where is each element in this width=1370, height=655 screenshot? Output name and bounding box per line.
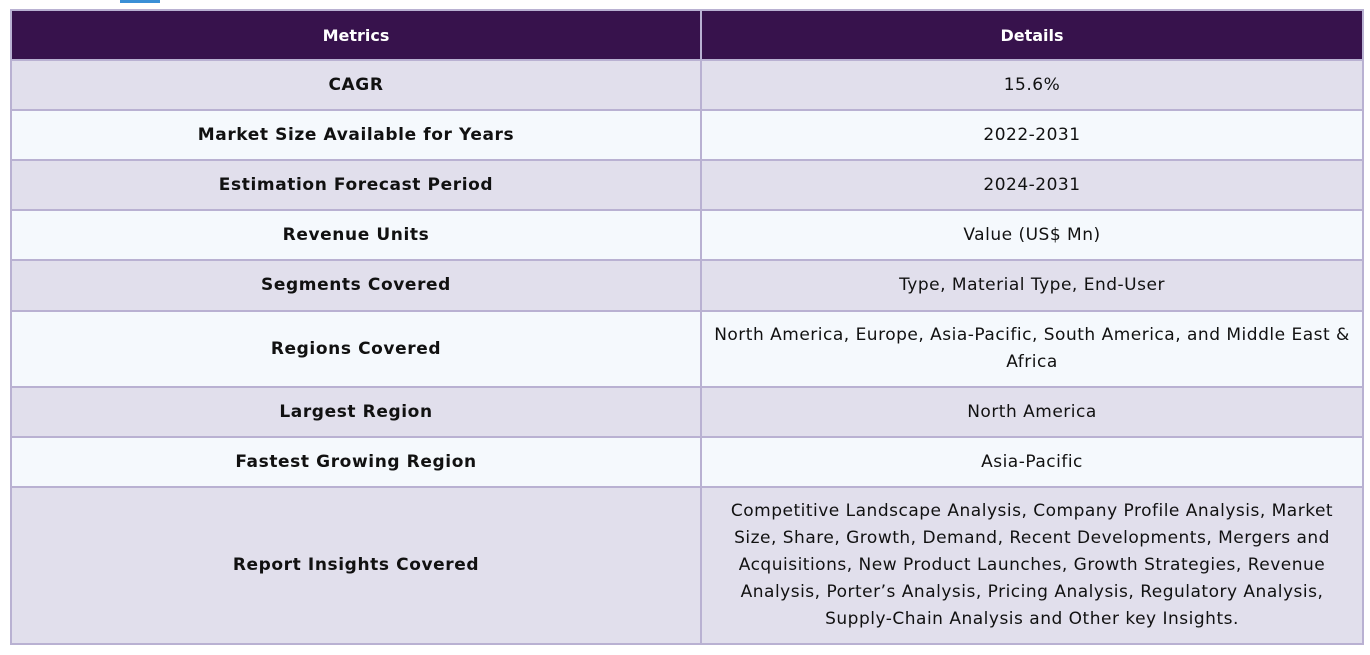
metric-cell: Largest Region <box>10 386 702 438</box>
table-row: Segments Covered Type, Material Type, En… <box>10 259 1364 312</box>
detail-cell: North America <box>700 386 1364 438</box>
metric-cell: Segments Covered <box>10 259 702 312</box>
metric-cell: Regions Covered <box>10 310 702 388</box>
table-header-row: Metrics Details <box>10 9 1364 61</box>
metric-cell: Fastest Growing Region <box>10 436 702 488</box>
table-row: Revenue Units Value (US$ Mn) <box>10 209 1364 261</box>
table-row: Fastest Growing Region Asia-Pacific <box>10 436 1364 488</box>
metric-cell: Revenue Units <box>10 209 702 261</box>
metric-cell: CAGR <box>10 59 702 111</box>
table-row: Report Insights Covered Competitive Land… <box>10 486 1364 645</box>
header-metrics: Metrics <box>10 9 702 61</box>
metric-cell: Market Size Available for Years <box>10 109 702 161</box>
detail-cell: North America, Europe, Asia-Pacific, Sou… <box>700 310 1364 388</box>
detail-cell: 2024-2031 <box>700 159 1364 211</box>
table-row: CAGR 15.6% <box>10 59 1364 111</box>
header-details: Details <box>700 9 1364 61</box>
table-row: Largest Region North America <box>10 386 1364 438</box>
metrics-table: Metrics Details CAGR 15.6% Market Size A… <box>10 9 1364 645</box>
top-accent-line <box>120 0 160 3</box>
detail-cell: Competitive Landscape Analysis, Company … <box>700 486 1364 645</box>
detail-cell: Type, Material Type, End-User <box>700 259 1364 312</box>
detail-cell: 15.6% <box>700 59 1364 111</box>
detail-cell: Asia-Pacific <box>700 436 1364 488</box>
table-row: Estimation Forecast Period 2024-2031 <box>10 159 1364 211</box>
metric-cell: Estimation Forecast Period <box>10 159 702 211</box>
metric-cell: Report Insights Covered <box>10 486 702 645</box>
detail-cell: 2022-2031 <box>700 109 1364 161</box>
detail-cell: Value (US$ Mn) <box>700 209 1364 261</box>
table-row: Regions Covered North America, Europe, A… <box>10 310 1364 388</box>
table-row: Market Size Available for Years 2022-203… <box>10 109 1364 161</box>
